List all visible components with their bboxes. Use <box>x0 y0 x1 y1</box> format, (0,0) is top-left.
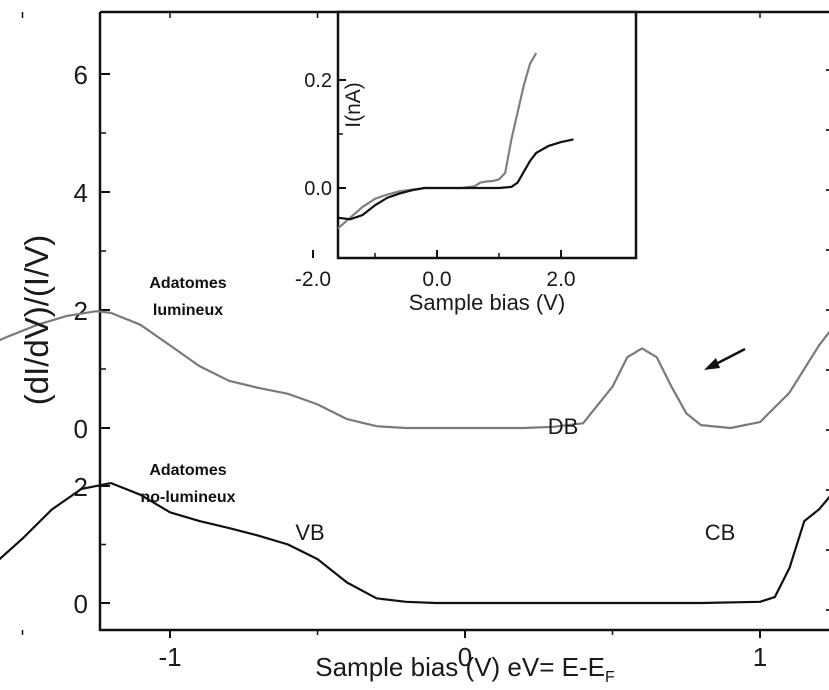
inset-series-line-black <box>338 138 574 221</box>
vb-label: VB <box>295 520 324 545</box>
y-tick-label: 6 <box>74 60 88 90</box>
inset-y-tick-label: 0.0 <box>304 178 332 200</box>
y-axis-ticks: 0 2 4 6 0 2 <box>74 60 110 619</box>
inset-x-tick-label: 2.0 <box>546 268 575 291</box>
upper-curve-label-line1: Adatomes <box>149 275 226 292</box>
series-line-lumineux <box>0 310 829 430</box>
upper-curve-label-line2: lumineux <box>153 302 223 319</box>
x-tick-label: 0 <box>458 642 472 672</box>
inset-y-tick-label: 0.2 <box>304 70 332 92</box>
peak-arrow-icon <box>704 347 746 370</box>
cb-label: CB <box>705 520 736 545</box>
series-line-no-lumineux <box>0 482 829 605</box>
x-tick-label: 1 <box>753 642 767 672</box>
inset-x-tick-label: 0.0 <box>422 268 451 291</box>
y-tick-label: 4 <box>74 178 88 208</box>
db-label: DB <box>548 414 579 439</box>
inset-y-axis-label: I(nA) <box>342 82 365 128</box>
x-tick-label: -1 <box>158 642 181 672</box>
inset-plot: -2.0 0.0 2.0 0.0 0.2 Sample bias (V) I(nA) <box>295 10 638 315</box>
series-group <box>0 310 829 605</box>
lower-curve-label-line1: Adatomes <box>149 462 226 479</box>
y-tick-label: 0 <box>74 414 88 444</box>
y-axis-label: (dI/dV)/(I/V) <box>18 235 55 406</box>
x-axis-label: Sample bias (V) eV= E-EF <box>315 652 615 686</box>
x-axis-ticks: -2-1012 <box>21 12 767 672</box>
inset-x-axis-label: Sample bias (V) <box>409 290 566 315</box>
y-tick-label: 0 <box>74 589 88 619</box>
y-tick-label: 2 <box>74 472 88 502</box>
inset-x-tick-label: -2.0 <box>295 268 331 291</box>
lower-curve-label-line2: no-lumineux <box>140 489 235 506</box>
main-axes-lines <box>98 12 829 632</box>
y-tick-label: 2 <box>74 296 88 326</box>
inset-frame <box>336 10 638 260</box>
